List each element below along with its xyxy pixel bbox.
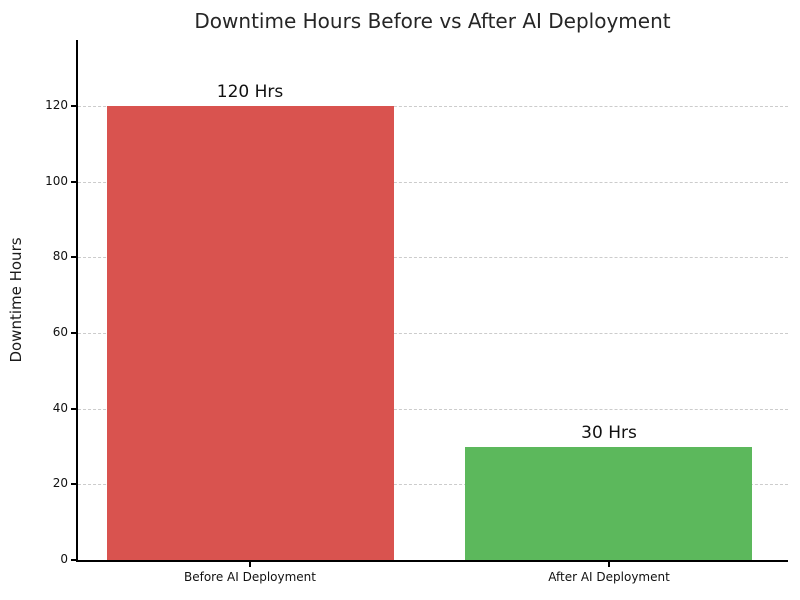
gridline xyxy=(78,333,788,334)
y-tick-label: 80 xyxy=(52,249,68,263)
y-axis-spine xyxy=(76,40,78,562)
y-tick-mark xyxy=(71,105,76,107)
x-axis-spine xyxy=(76,560,788,562)
y-tick-label: 20 xyxy=(52,476,68,490)
y-tick-label: 40 xyxy=(52,401,68,415)
y-tick-mark xyxy=(71,256,76,258)
y-tick-label: 100 xyxy=(45,174,68,188)
bar-before-ai-deployment xyxy=(107,106,394,560)
bar-value-label: 120 Hrs xyxy=(216,82,284,102)
bar-value-label: 30 Hrs xyxy=(581,423,637,443)
x-tick-label: Before AI Deployment xyxy=(183,570,316,584)
gridline xyxy=(78,182,788,183)
y-tick-mark xyxy=(71,483,76,485)
gridline xyxy=(78,106,788,107)
y-tick-label: 120 xyxy=(45,98,68,112)
y-tick-mark xyxy=(71,181,76,183)
chart-title: Downtime Hours Before vs After AI Deploy… xyxy=(194,9,671,33)
x-tick-mark xyxy=(608,562,610,567)
y-axis-label: Downtime Hours xyxy=(7,237,25,363)
gridline xyxy=(78,409,788,410)
gridline xyxy=(78,257,788,258)
y-tick-label: 60 xyxy=(52,325,68,339)
y-tick-mark xyxy=(71,408,76,410)
y-tick-mark xyxy=(71,559,76,561)
x-tick-label: After AI Deployment xyxy=(548,570,670,584)
gridline xyxy=(78,484,788,485)
bar-after-ai-deployment xyxy=(465,447,752,560)
x-tick-mark xyxy=(249,562,251,567)
y-tick-label: 0 xyxy=(60,552,68,566)
y-tick-mark xyxy=(71,332,76,334)
